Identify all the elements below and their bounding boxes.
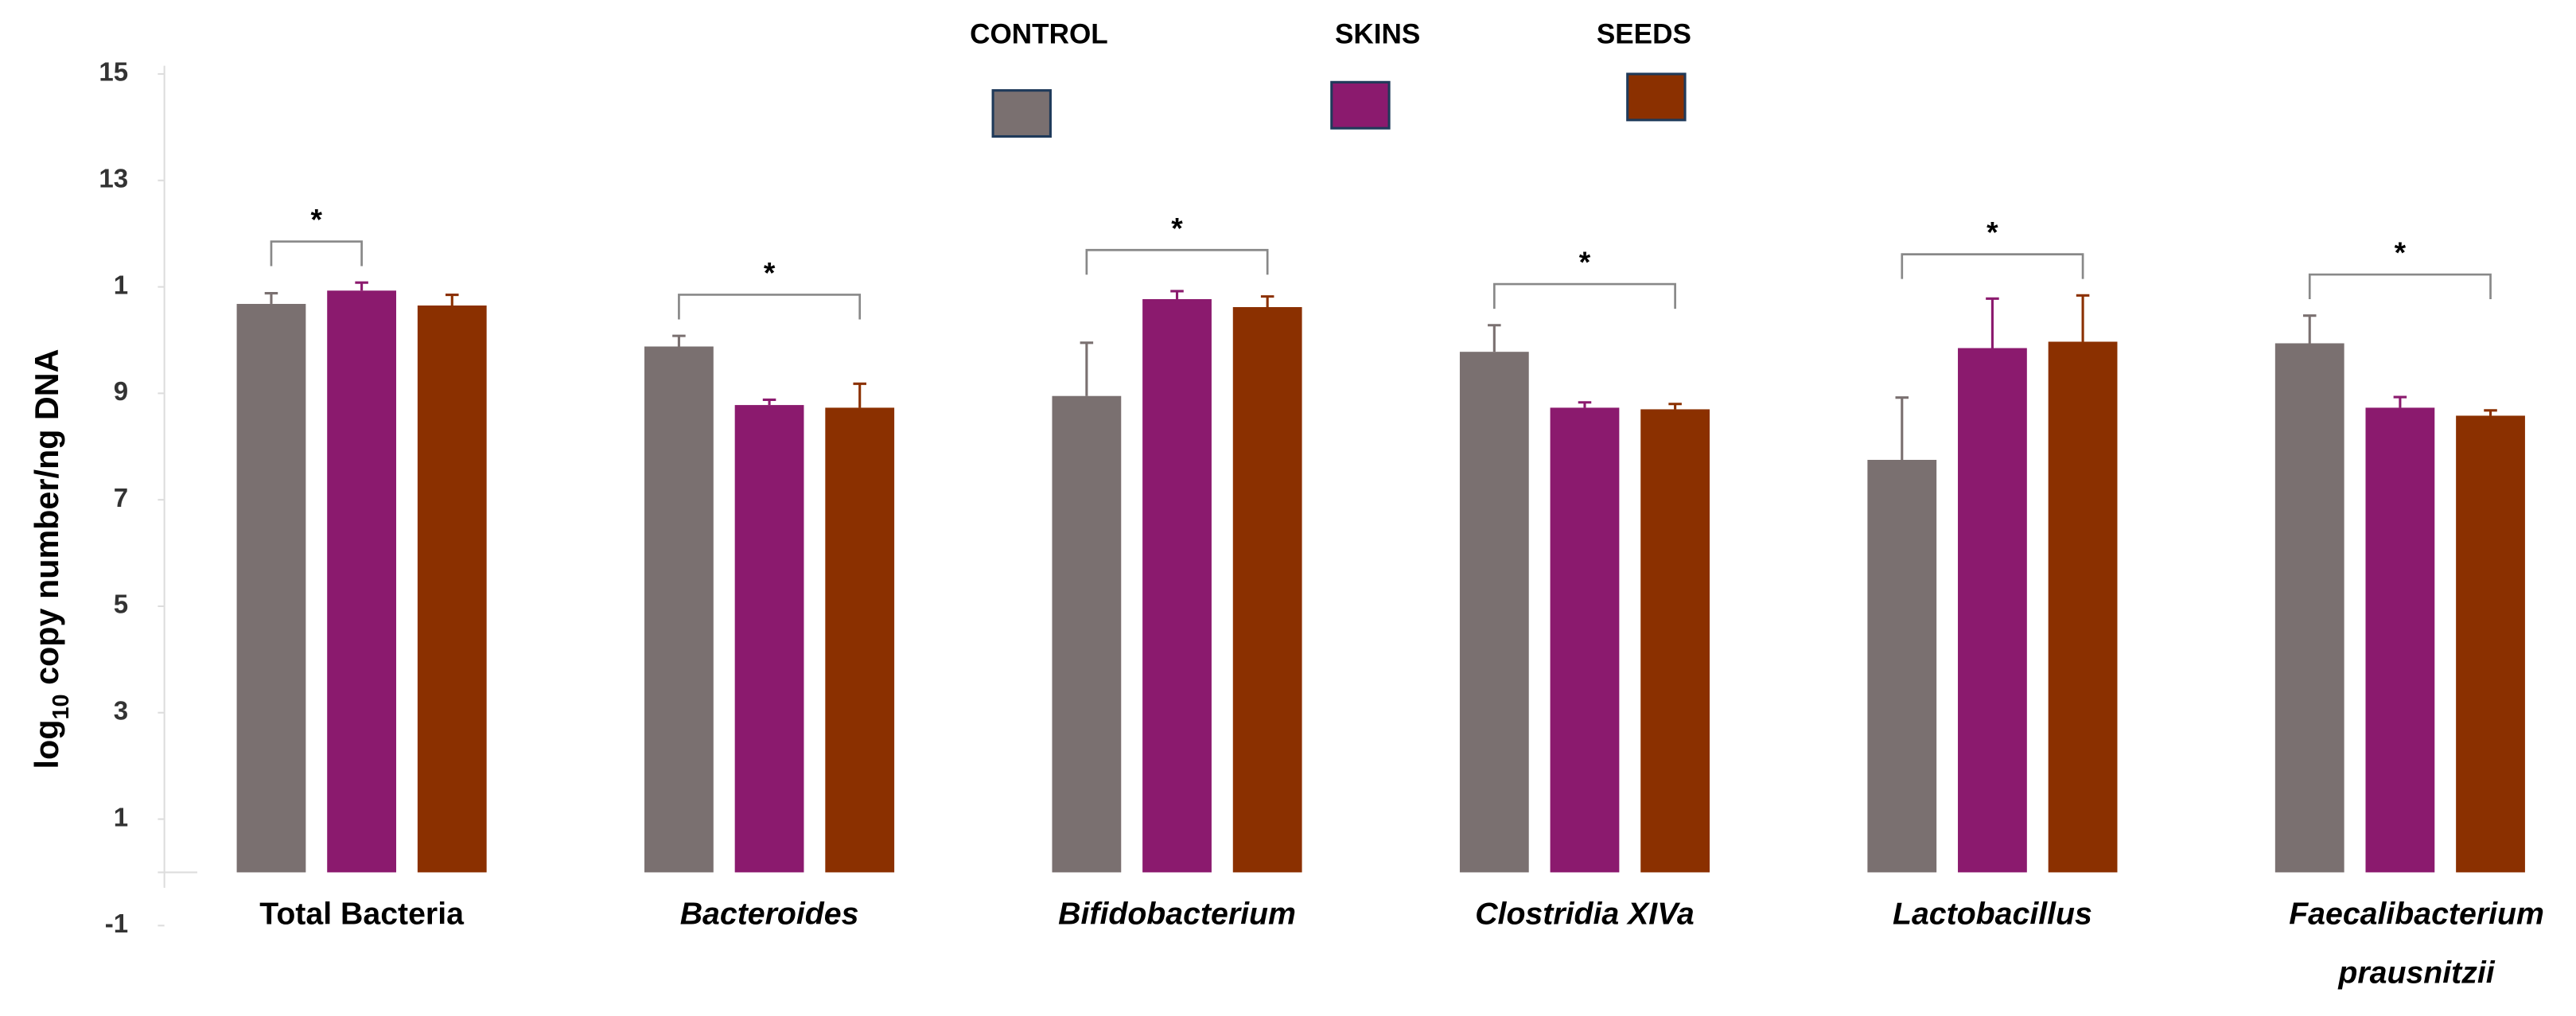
bar <box>236 303 306 873</box>
significance-bracket <box>678 294 862 320</box>
bar <box>417 305 487 873</box>
legend-label: SEEDS <box>1597 19 1691 50</box>
y-tick-label: 13 <box>99 165 128 194</box>
significance-label: * <box>311 203 323 236</box>
legend-swatch <box>991 89 1052 138</box>
significance-bracket <box>2308 273 2492 300</box>
legend-swatch <box>1330 80 1391 130</box>
y-axis-label: log10 copy number/ng DNA <box>29 349 74 769</box>
significance-label: * <box>1579 245 1591 278</box>
x-tick-label: Clostridia XIVa <box>1475 896 1695 931</box>
legend-swatch <box>1626 72 1687 122</box>
bar <box>644 346 714 873</box>
bar <box>825 407 895 873</box>
y-tick-label: 3 <box>114 696 128 726</box>
y-tick-label: 9 <box>114 377 128 407</box>
bar <box>1232 306 1302 873</box>
x-tick-label: Lactobacillus <box>1893 896 2092 931</box>
bar <box>1142 298 1212 873</box>
y-tick-label: 15 <box>99 58 128 88</box>
bar <box>1052 395 1122 873</box>
significance-label: * <box>2395 236 2407 269</box>
x-tick-label: Faecalibacterium <box>2289 896 2544 931</box>
x-tick-label: Bifidobacterium <box>1058 896 1296 931</box>
bar <box>1958 348 2027 873</box>
y-tick-label: 1 <box>114 271 128 300</box>
significance-bracket <box>1085 248 1269 275</box>
legend-label: SKINS <box>1335 19 1420 50</box>
significance-label: * <box>1986 216 1998 249</box>
y-tick-label: -1 <box>105 909 128 939</box>
y-tick-label: 7 <box>114 484 128 513</box>
bar <box>2456 415 2525 873</box>
bar <box>1459 352 1529 873</box>
bar <box>327 290 397 873</box>
x-tick-label: Bacteroides <box>680 896 859 931</box>
y-tick-label: 5 <box>114 590 128 620</box>
legend-label: CONTROL <box>970 19 1108 50</box>
significance-bracket <box>1492 282 1676 309</box>
significance-bracket <box>1901 253 2084 279</box>
significance-label: * <box>1171 211 1183 244</box>
bar <box>1640 409 1710 873</box>
bar <box>734 405 804 873</box>
y-tick-label: 1 <box>114 803 128 832</box>
x-tick-label: Total Bacteria <box>259 896 465 931</box>
bar <box>2048 341 2118 873</box>
bar <box>1867 459 1937 873</box>
significance-label: * <box>764 255 776 289</box>
bar <box>2365 407 2435 873</box>
bar <box>2274 343 2344 873</box>
bar <box>1550 407 1620 873</box>
x-tick-label: prausnitzii <box>2337 956 2495 991</box>
significance-bracket <box>270 240 363 267</box>
